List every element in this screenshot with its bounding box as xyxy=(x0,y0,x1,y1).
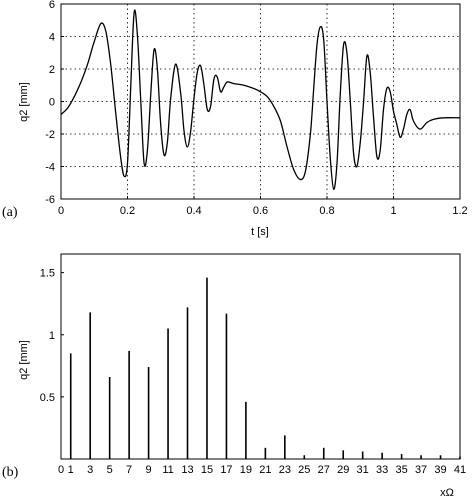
x-tick-label: 1 xyxy=(68,464,74,476)
x-tick-label: 15 xyxy=(201,464,213,476)
x-axis-label: xΩ xyxy=(440,487,454,499)
x-tick-label: 29 xyxy=(337,464,349,476)
x-tick-label: 21 xyxy=(259,464,271,476)
x-tick-label: 31 xyxy=(357,464,369,476)
x-tick-labels: 0 0.2 0.4 0.6 0.8 1 1.2 xyxy=(58,205,468,217)
y-tick-label: 2 xyxy=(49,64,55,76)
x-tick-label: 13 xyxy=(181,464,193,476)
y-tick-label: 1.5 xyxy=(40,268,55,280)
y-tick-label: 1 xyxy=(49,330,55,342)
x-tick-label: 25 xyxy=(298,464,310,476)
spectrum-chart: 0 1 3 5 7 9 11 13 15 17 19 21 23 25 27 29 31 33 35 37 39 41 1… xyxy=(2,253,466,499)
x-tick-label: 1.2 xyxy=(452,205,467,217)
y-axis-label: q2 [mm] xyxy=(18,340,30,380)
x-tick-label: 0.6 xyxy=(253,205,268,217)
x-tick-label: 0 xyxy=(58,464,64,476)
x-tick-label: 9 xyxy=(146,464,152,476)
x-tick-label: 37 xyxy=(415,464,427,476)
y-tick-label: -2 xyxy=(45,129,55,141)
x-axis-label: t [s] xyxy=(251,226,269,238)
grid xyxy=(60,3,461,200)
y-tick-label: 0 xyxy=(49,97,55,109)
y-axis-label: q2 [mm] xyxy=(18,82,30,122)
y-tick-label: 4 xyxy=(49,32,55,44)
x-tick-label: 11 xyxy=(162,464,173,476)
y-tick-label: 6 xyxy=(49,0,55,11)
plot-frame xyxy=(60,253,461,460)
x-tick-label: 35 xyxy=(395,464,407,476)
y-tick-labels: 1.5 1 0.5 xyxy=(40,268,64,404)
x-tick-labels: 0 1 3 5 7 9 11 13 15 17 19 21 23 25 27 29 31 33 35 37 39 41 xyxy=(58,456,466,476)
x-tick-label: 19 xyxy=(240,464,252,476)
x-tick-label: 39 xyxy=(434,464,446,476)
x-tick-label: 27 xyxy=(318,464,330,476)
series-line xyxy=(60,9,461,190)
x-tick-label: 17 xyxy=(220,464,232,476)
x-tick-label: 7 xyxy=(126,464,132,476)
x-tick-label: 3 xyxy=(87,464,93,476)
x-tick-label: 1 xyxy=(390,205,396,217)
x-tick-label: 33 xyxy=(376,464,388,476)
x-tick-label: 0.8 xyxy=(319,205,334,217)
x-tick-label: 5 xyxy=(107,464,113,476)
x-tick-label: 0 xyxy=(58,205,64,217)
x-tick-label: 23 xyxy=(279,464,291,476)
panel-label: (a) xyxy=(2,205,18,220)
y-tick-labels: 6 4 2 0 -2 -4 -6 xyxy=(45,0,55,206)
x-tick-label: 41 xyxy=(454,464,466,476)
bars xyxy=(69,277,461,459)
plot-frame xyxy=(60,3,461,200)
x-tick-label: 0.4 xyxy=(186,205,201,217)
x-tick-label: 0.2 xyxy=(120,205,135,217)
y-tick-label: 0.5 xyxy=(40,392,55,404)
y-tick-label: -4 xyxy=(45,162,55,174)
y-tick-label: -6 xyxy=(45,194,55,206)
panel-label: (b) xyxy=(2,465,19,480)
time-history-chart: 0 0.2 0.4 0.6 0.8 1 1.2 6 4 2 0 -2 -4 -6 t [s] q2 [m… xyxy=(2,0,468,238)
